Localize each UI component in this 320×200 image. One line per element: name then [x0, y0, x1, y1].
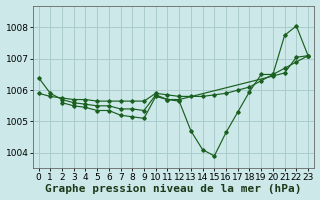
X-axis label: Graphe pression niveau de la mer (hPa): Graphe pression niveau de la mer (hPa): [45, 184, 301, 194]
